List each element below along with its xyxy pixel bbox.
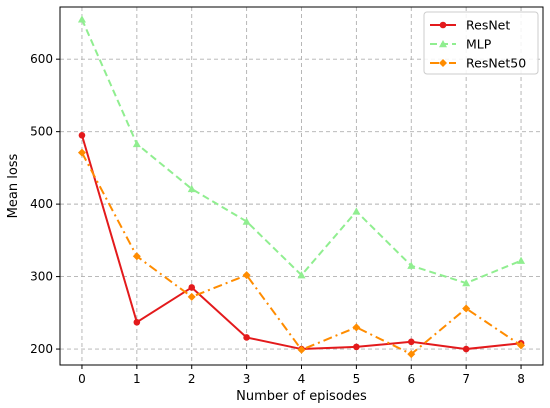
- data-point: [407, 350, 416, 359]
- x-tick-label: 7: [462, 372, 470, 386]
- legend-label: ResNet: [466, 18, 510, 33]
- data-point: [407, 338, 415, 346]
- data-point: [132, 139, 141, 148]
- data-point: [77, 15, 86, 23]
- data-point: [517, 256, 526, 264]
- data-point: [462, 345, 470, 353]
- series-mlp: [77, 15, 526, 287]
- data-point: [188, 284, 196, 291]
- x-tick-label: 4: [298, 372, 306, 386]
- x-tick-label: 2: [188, 372, 196, 386]
- data-point: [353, 343, 360, 351]
- legend-label: MLP: [466, 37, 492, 52]
- data-point: [462, 304, 471, 313]
- legend-box: [423, 11, 539, 75]
- x-tick-label: 3: [243, 372, 251, 386]
- legend-label: ResNet50: [466, 56, 526, 71]
- data-point: [78, 131, 86, 139]
- data-point: [243, 334, 250, 341]
- legend-marker: [439, 59, 447, 67]
- data-point: [242, 217, 251, 225]
- data-point: [297, 271, 306, 279]
- x-tick-label: 8: [517, 372, 525, 386]
- data-point: [77, 148, 86, 157]
- x-axis-ticks: 0 1 2 3 4 5 6 7 8: [78, 365, 525, 386]
- x-axis-label: Number of episodes: [236, 389, 367, 404]
- legend-marker: [439, 40, 447, 48]
- y-tick-label: 200: [30, 342, 53, 356]
- y-axis-label: Mean loss: [6, 153, 21, 218]
- data-point: [187, 184, 196, 193]
- legend: ResNet MLP ResNet50: [423, 11, 539, 75]
- y-tick-label: 300: [30, 270, 53, 284]
- data-point: [352, 207, 361, 215]
- data-point: [407, 261, 416, 269]
- data-point: [517, 341, 526, 350]
- legend-item-resnet50: ResNet50: [430, 56, 526, 71]
- data-point: [187, 292, 196, 301]
- x-tick-label: 6: [407, 372, 415, 386]
- series-layer: [77, 15, 526, 359]
- y-tick-label: 600: [30, 52, 53, 66]
- y-tick-label: 400: [30, 197, 53, 211]
- data-point: [352, 323, 361, 332]
- legend-item-mlp: MLP: [430, 37, 492, 52]
- data-point: [133, 318, 141, 326]
- y-axis-ticks: 200 300 400 500 600: [30, 52, 60, 356]
- x-tick-label: 1: [133, 372, 141, 386]
- series-resnet50: [77, 148, 526, 359]
- x-tick-label: 5: [353, 372, 361, 386]
- data-point: [462, 279, 471, 287]
- legend-item-resnet: ResNet: [430, 18, 510, 33]
- legend-marker: [439, 21, 447, 29]
- data-point: [242, 271, 251, 280]
- x-tick-label: 0: [78, 372, 86, 386]
- data-point: [297, 345, 306, 354]
- data-point: [132, 252, 141, 261]
- series-resnet: [78, 131, 525, 353]
- y-tick-label: 500: [30, 125, 53, 139]
